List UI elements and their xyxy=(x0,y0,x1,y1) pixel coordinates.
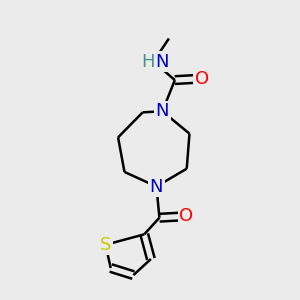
Text: O: O xyxy=(194,70,209,88)
Text: N: N xyxy=(150,178,163,196)
Text: N: N xyxy=(156,102,169,120)
Text: H: H xyxy=(141,53,155,71)
Text: N: N xyxy=(155,53,169,71)
Text: S: S xyxy=(100,236,111,254)
Text: O: O xyxy=(179,207,193,225)
